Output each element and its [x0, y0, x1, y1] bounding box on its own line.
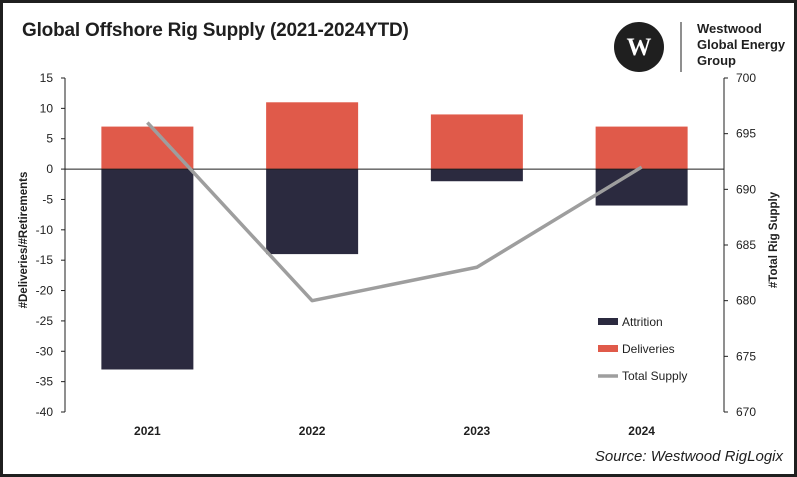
y-tick-label: -40	[36, 405, 54, 419]
y2-tick-label: 700	[736, 71, 756, 85]
bar-attrition-2022	[266, 169, 359, 255]
x-tick-label: 2024	[628, 424, 655, 438]
y-tick-label: -30	[36, 344, 54, 358]
svg-text:W: W	[627, 34, 652, 61]
y-tick-label: 0	[46, 162, 53, 176]
westwood-logo: W Westwood Global Energy Group	[613, 20, 793, 74]
legend: Attrition Deliveries Total Supply	[598, 315, 687, 383]
westwood-w-icon: W	[614, 22, 682, 72]
x-tick-label: 2022	[299, 424, 326, 438]
y-tick-label: -15	[36, 253, 54, 267]
y2-axis-label: #Total Rig Supply	[768, 191, 780, 288]
y-tick-label: 10	[40, 101, 54, 115]
bar-deliveries-2023	[430, 114, 523, 170]
legend-label: Attrition	[622, 315, 663, 329]
y-tick-label: 5	[46, 132, 53, 146]
y2-tick-label: 690	[736, 182, 756, 196]
legend-swatch	[598, 345, 618, 352]
y-tick-label: -5	[42, 192, 53, 206]
y2-tick-label: 685	[736, 238, 756, 252]
y2-tick-label: 675	[736, 349, 756, 363]
y2-tick-label: 670	[736, 405, 756, 419]
logo-line-2: Global Energy	[697, 37, 786, 52]
y-tick-label: 15	[40, 71, 54, 85]
logo-line-3: Group	[697, 53, 736, 68]
chart-title: Global Offshore Rig Supply (2021-2024YTD…	[22, 20, 409, 41]
y-tick-label: -25	[36, 314, 54, 328]
plot-area: 15 10 5 0 -5 -10 -15 -20 -25 -30 -35 -40 700 695 690 68…	[36, 71, 757, 438]
legend-label: Total Supply	[622, 369, 687, 383]
logo-line-1: Westwood	[697, 21, 762, 36]
bar-deliveries-2021	[101, 126, 194, 170]
y-tick-label: -10	[36, 223, 54, 237]
legend-swatch	[598, 318, 618, 325]
y2-tick-label: 680	[736, 294, 756, 308]
bar-attrition-2021	[101, 169, 194, 370]
bar-attrition-2023	[430, 169, 523, 182]
line-total-supply	[146, 121, 643, 303]
x-tick-label: 2023	[464, 424, 491, 438]
source-note: Source: Westwood RigLogix	[594, 448, 783, 465]
bar-deliveries-2024	[595, 126, 688, 170]
legend-label: Deliveries	[622, 342, 675, 356]
bar-deliveries-2022	[266, 102, 359, 170]
y2-tick-label: 695	[736, 127, 756, 141]
y-tick-label: -20	[36, 284, 54, 298]
y-tick-label: -35	[36, 375, 54, 389]
y-axis-label: #Deliveries/#Retirements	[18, 172, 30, 309]
x-tick-label: 2021	[134, 424, 161, 438]
